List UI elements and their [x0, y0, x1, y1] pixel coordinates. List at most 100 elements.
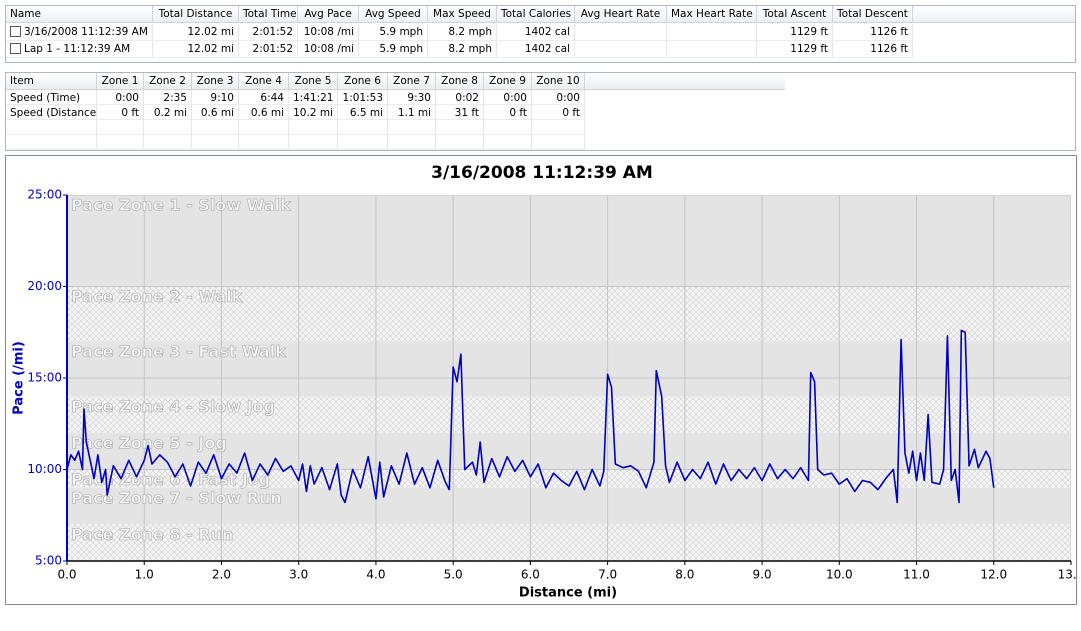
cell-text: 5.9 mph — [379, 43, 423, 55]
column-header: Zone 4 — [239, 73, 289, 90]
zone-label: Pace Zone 4 - Slow Jog — [71, 397, 275, 416]
x-axis-label: Distance (mi) — [519, 586, 617, 601]
cell-text: 0 ft — [121, 107, 139, 119]
table-cell — [575, 24, 667, 40]
table-cell: 2:35 — [144, 90, 192, 106]
table-cell: 1126 ft — [833, 24, 913, 40]
table-cell: 8.2 mph — [428, 41, 497, 57]
table-cell: 0.2 mi — [144, 105, 192, 121]
x-tick-label: 10.0 — [826, 568, 853, 582]
row-line — [6, 57, 913, 58]
table-cell: 10:08 /mi — [298, 41, 359, 57]
column-header: Zone 10 — [532, 73, 585, 90]
chart: 3/16/2008 11:12:39 AM Distance (mi) Pace… — [5, 155, 1077, 605]
table-cell — [144, 120, 192, 136]
cell-text: 2:01:52 — [252, 26, 293, 38]
x-tick-label: 11.0 — [903, 568, 930, 582]
cell-text: 1129 ft — [790, 26, 828, 38]
table-cell: 9:30 — [388, 90, 436, 106]
table-cell — [239, 135, 289, 150]
x-tick-label: 6.0 — [521, 568, 540, 582]
cell-text: 1126 ft — [870, 26, 908, 38]
zone-label: Pace Zone 1 - Slow Walk — [71, 196, 291, 215]
cell-text: 6.5 mi — [349, 107, 383, 119]
cell-text: 0.2 mi — [153, 107, 187, 119]
table-cell: 1:41:21 — [289, 90, 338, 106]
zone-label: Pace Zone 3 - Fast Walk — [71, 342, 286, 361]
cell-text: 2:01:52 — [252, 43, 293, 55]
column-header: Zone 2 — [144, 73, 192, 90]
zone-label: Pace Zone 2 - Walk — [71, 287, 243, 306]
table-cell: 31 ft — [436, 105, 484, 121]
zone-label: Pace Zone 7 - Slow Run — [71, 488, 282, 507]
column-header: Zone 3 — [192, 73, 239, 90]
column-header: Max Heart Rate — [667, 6, 757, 23]
column-header: Total Time — [239, 6, 298, 23]
table-cell — [388, 120, 436, 136]
header-filler — [913, 6, 1075, 23]
column-header: Avg Heart Rate — [575, 6, 667, 23]
table-cell: 1:01:53 — [338, 90, 388, 106]
row-icon — [10, 43, 21, 54]
x-tick-label: 12.0 — [980, 568, 1007, 582]
column-header: Max Speed — [428, 6, 497, 23]
y-axis-label: Pace (/mi) — [12, 341, 27, 415]
x-tick-label: 8.0 — [675, 568, 694, 582]
cell-text: 9:10 — [210, 92, 234, 104]
column-header: Avg Speed — [359, 6, 428, 23]
x-tick-label: 7.0 — [598, 568, 617, 582]
column-header: Zone 9 — [484, 73, 532, 90]
x-tick-label: 5.0 — [444, 568, 463, 582]
cell-text: 5.9 mph — [379, 26, 423, 38]
zone-label: Pace Zone 8 - Run — [71, 525, 233, 544]
pace-line — [67, 329, 995, 504]
cell-text: 10.2 mi — [293, 107, 333, 119]
table-cell — [192, 120, 239, 136]
cell-text: 0:00 — [556, 92, 580, 104]
x-tick-label: 1.0 — [135, 568, 154, 582]
cell-text: 31 ft — [454, 107, 479, 119]
cell-text: 12.02 mi — [187, 43, 234, 55]
column-header: Zone 5 — [289, 73, 338, 90]
cell-text: 1.1 mi — [397, 107, 431, 119]
table-cell: 0:02 — [436, 90, 484, 106]
column-header: Avg Pace — [298, 6, 359, 23]
summary-table: Name Total Distance Total Time Avg Pace Avg … — [5, 5, 1076, 63]
zone-band — [67, 286, 1071, 342]
table-cell: Lap 1 - 11:12:39 AM — [6, 41, 153, 57]
column-header: Total Calories — [497, 6, 575, 23]
row-line — [6, 149, 585, 150]
cell-text: 3/16/2008 11:12:39 AM — [24, 26, 148, 38]
table-cell — [144, 135, 192, 150]
x-tick-label: 13.0 — [1058, 568, 1077, 582]
table-cell: 1129 ft — [757, 41, 833, 57]
table-cell — [484, 120, 532, 136]
table-cell: 1402 cal — [497, 41, 575, 57]
table-cell — [289, 120, 338, 136]
cell-text: Lap 1 - 11:12:39 AM — [24, 43, 131, 55]
column-header: Zone 8 — [436, 73, 484, 90]
table-cell — [338, 120, 388, 136]
zone-band — [67, 487, 1071, 525]
table-cell — [532, 120, 585, 136]
zone-label: Pace Zone 5 - Jog — [71, 433, 227, 452]
x-tick-label: 0.0 — [57, 568, 76, 582]
cell-text: 6:44 — [260, 92, 284, 104]
table-cell: 6:44 — [239, 90, 289, 106]
row-icon — [10, 26, 21, 37]
cell-text: 2:35 — [163, 92, 187, 104]
x-tick-label: 3.0 — [289, 568, 308, 582]
table-cell — [532, 135, 585, 150]
cell-text: 1126 ft — [870, 43, 908, 55]
table-cell: 10.2 mi — [289, 105, 338, 121]
zone-band — [67, 341, 1071, 397]
cell-text: 1:01:53 — [342, 92, 383, 104]
cell-text: 0:02 — [455, 92, 479, 104]
header-filler — [585, 73, 785, 90]
cell-text: 1402 cal — [524, 43, 570, 55]
column-header: Item — [6, 73, 97, 90]
table-cell — [239, 120, 289, 136]
table-cell: 6.5 mi — [338, 105, 388, 121]
table-cell: 3/16/2008 11:12:39 AM — [6, 24, 153, 40]
column-header: Zone 6 — [338, 73, 388, 90]
